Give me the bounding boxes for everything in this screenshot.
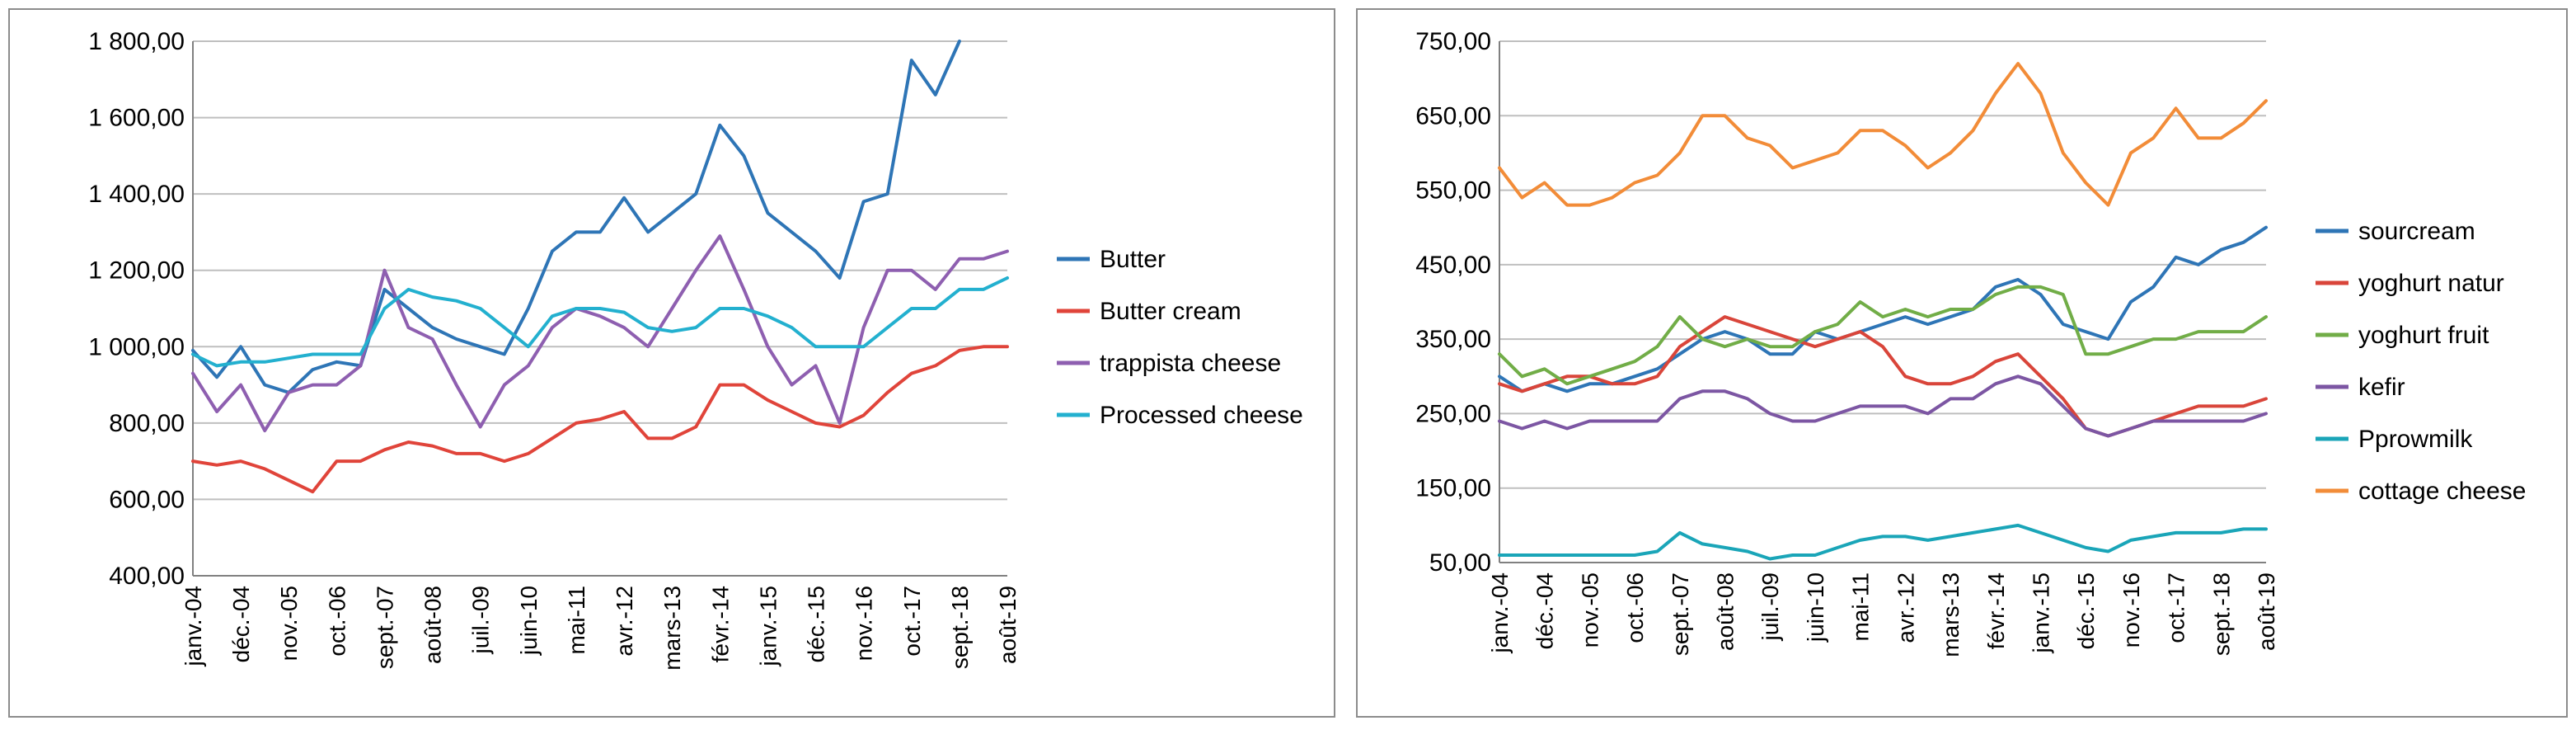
right-series-line-kefir [1498, 374, 2268, 438]
right-series-line-yoghurt-fruit [1498, 285, 2268, 386]
left-x-tick-label: avr.-12 [612, 586, 637, 657]
left-y-tick-label: 1 600,00 [88, 105, 185, 132]
left-y-tick-label: 400,00 [109, 563, 185, 590]
right-x-tick-label: déc.-04 [1532, 572, 1558, 649]
left-series-line-trappista-cheese [191, 234, 1009, 433]
left-y-tick-label: 1 800,00 [88, 28, 185, 55]
right-series-line-cottage-cheese [1498, 62, 2268, 207]
right-y-tick-label: 250,00 [1415, 400, 1491, 427]
right-x-tick-label: nov.-16 [2119, 572, 2144, 648]
left-y-tick-label: 1 000,00 [88, 333, 185, 360]
right-x-tick-label: févr.-14 [1983, 572, 2009, 649]
left-x-tick-label: janv.-04 [181, 586, 206, 667]
left-y-tick-label: 1 400,00 [88, 181, 185, 208]
right-legend-label-yoghurt-natur: yoghurt natur [2358, 270, 2504, 297]
left-series-line-processed-cheese [191, 276, 1009, 368]
left-x-tick-label: août-08 [420, 586, 446, 664]
right-series-line-yoghurt-natur [1498, 315, 2268, 438]
left-y-tick-label: 1 200,00 [88, 257, 185, 285]
right-y-tick-label: 50,00 [1429, 549, 1491, 577]
left-x-tick-label: déc.-15 [804, 586, 829, 662]
right-x-tick-label: oct.-06 [1622, 572, 1648, 643]
left-x-tick-label: juin-10 [516, 586, 542, 656]
left-legend-label-butter-cream: Butter cream [1100, 298, 1241, 325]
right-x-tick-label: janv.-15 [2028, 572, 2053, 654]
chart-panel-dairy-right: 50,00 150,00 250,00 350,00 450,00 550,00 650,0… [1356, 8, 2568, 718]
line-chart-left: 400,00 600,00 800,00 1 000,00 1 200,00 1 400,… [88, 28, 1303, 671]
right-x-tick-label: juin-10 [1803, 572, 1828, 643]
right-legend-label-cottage-cheese: cottage cheese [2358, 478, 2526, 505]
right-x-tick-label: août-19 [2254, 572, 2279, 651]
right-legend-label-yoghurt-fruit: yoghurt fruit [2358, 322, 2489, 349]
right-y-tick-label: 750,00 [1415, 28, 1491, 55]
right-x-tick-label: juil.-09 [1757, 572, 1783, 641]
left-x-tick-label: sept.-07 [372, 586, 397, 669]
chart-panel-dairy-left: 400,00 600,00 800,00 1 000,00 1 200,00 1 400,… [8, 8, 1335, 718]
left-x-tick-label: janv.-15 [755, 586, 781, 667]
left-x-tick-label: nov.-16 [852, 586, 877, 661]
right-x-tick-label: août-08 [1713, 572, 1738, 651]
left-x-tick-label: févr.-14 [707, 586, 733, 662]
left-x-tick-label: août-19 [995, 586, 1021, 664]
right-x-tick-label: oct.-17 [2164, 572, 2189, 643]
left-x-tick-label: nov.-05 [276, 586, 302, 661]
right-x-tick-label: avr.-12 [1893, 572, 1918, 643]
line-chart-right: 50,00 150,00 250,00 350,00 450,00 550,00 650,0… [1415, 28, 2526, 657]
left-x-tick-label: mars-13 [659, 586, 685, 671]
right-y-tick-label: 150,00 [1415, 475, 1491, 502]
right-x-tick-label: sept.-07 [1668, 572, 1693, 656]
right-x-tick-label: janv.-04 [1487, 572, 1513, 654]
left-y-tick-label: 600,00 [109, 486, 185, 513]
right-x-tick-label: sept.-18 [2208, 572, 2234, 656]
left-legend-label-processed-cheese: Processed cheese [1100, 402, 1303, 429]
right-x-tick-label: nov.-05 [1577, 572, 1602, 648]
right-x-tick-label: déc.-15 [2073, 572, 2099, 649]
right-y-tick-label: 650,00 [1415, 102, 1491, 130]
left-series-line-butter-cream [191, 345, 1009, 494]
right-y-tick-label: 350,00 [1415, 326, 1491, 353]
left-legend-label-trappista-cheese: trappista cheese [1100, 350, 1281, 377]
left-x-tick-label: sept.-18 [947, 586, 973, 669]
right-x-tick-label: mars-13 [1938, 572, 1964, 657]
right-legend-label-pprowmilk: Pprowmilk [2358, 426, 2473, 453]
right-y-tick-label: 450,00 [1415, 252, 1491, 279]
left-series-line-butter [191, 40, 961, 394]
left-legend-label-butter: Butter [1100, 246, 1166, 273]
right-x-tick-label: mai-11 [1848, 572, 1874, 642]
right-legend-label-sourcream: sourcream [2358, 218, 2475, 245]
left-y-tick-label: 800,00 [109, 410, 185, 437]
left-x-tick-label: oct.-06 [324, 586, 350, 657]
left-x-tick-label: mai-11 [564, 586, 589, 655]
left-x-tick-label: déc.-04 [228, 586, 254, 662]
right-legend-label-kefir: kefir [2358, 374, 2405, 401]
right-series-line-sourcream [1498, 225, 2268, 393]
left-x-tick-label: oct.-17 [899, 586, 925, 657]
right-y-tick-label: 550,00 [1415, 177, 1491, 205]
left-x-tick-label: juil.-09 [468, 586, 494, 654]
right-series-line-pprowmilk [1498, 523, 2268, 561]
